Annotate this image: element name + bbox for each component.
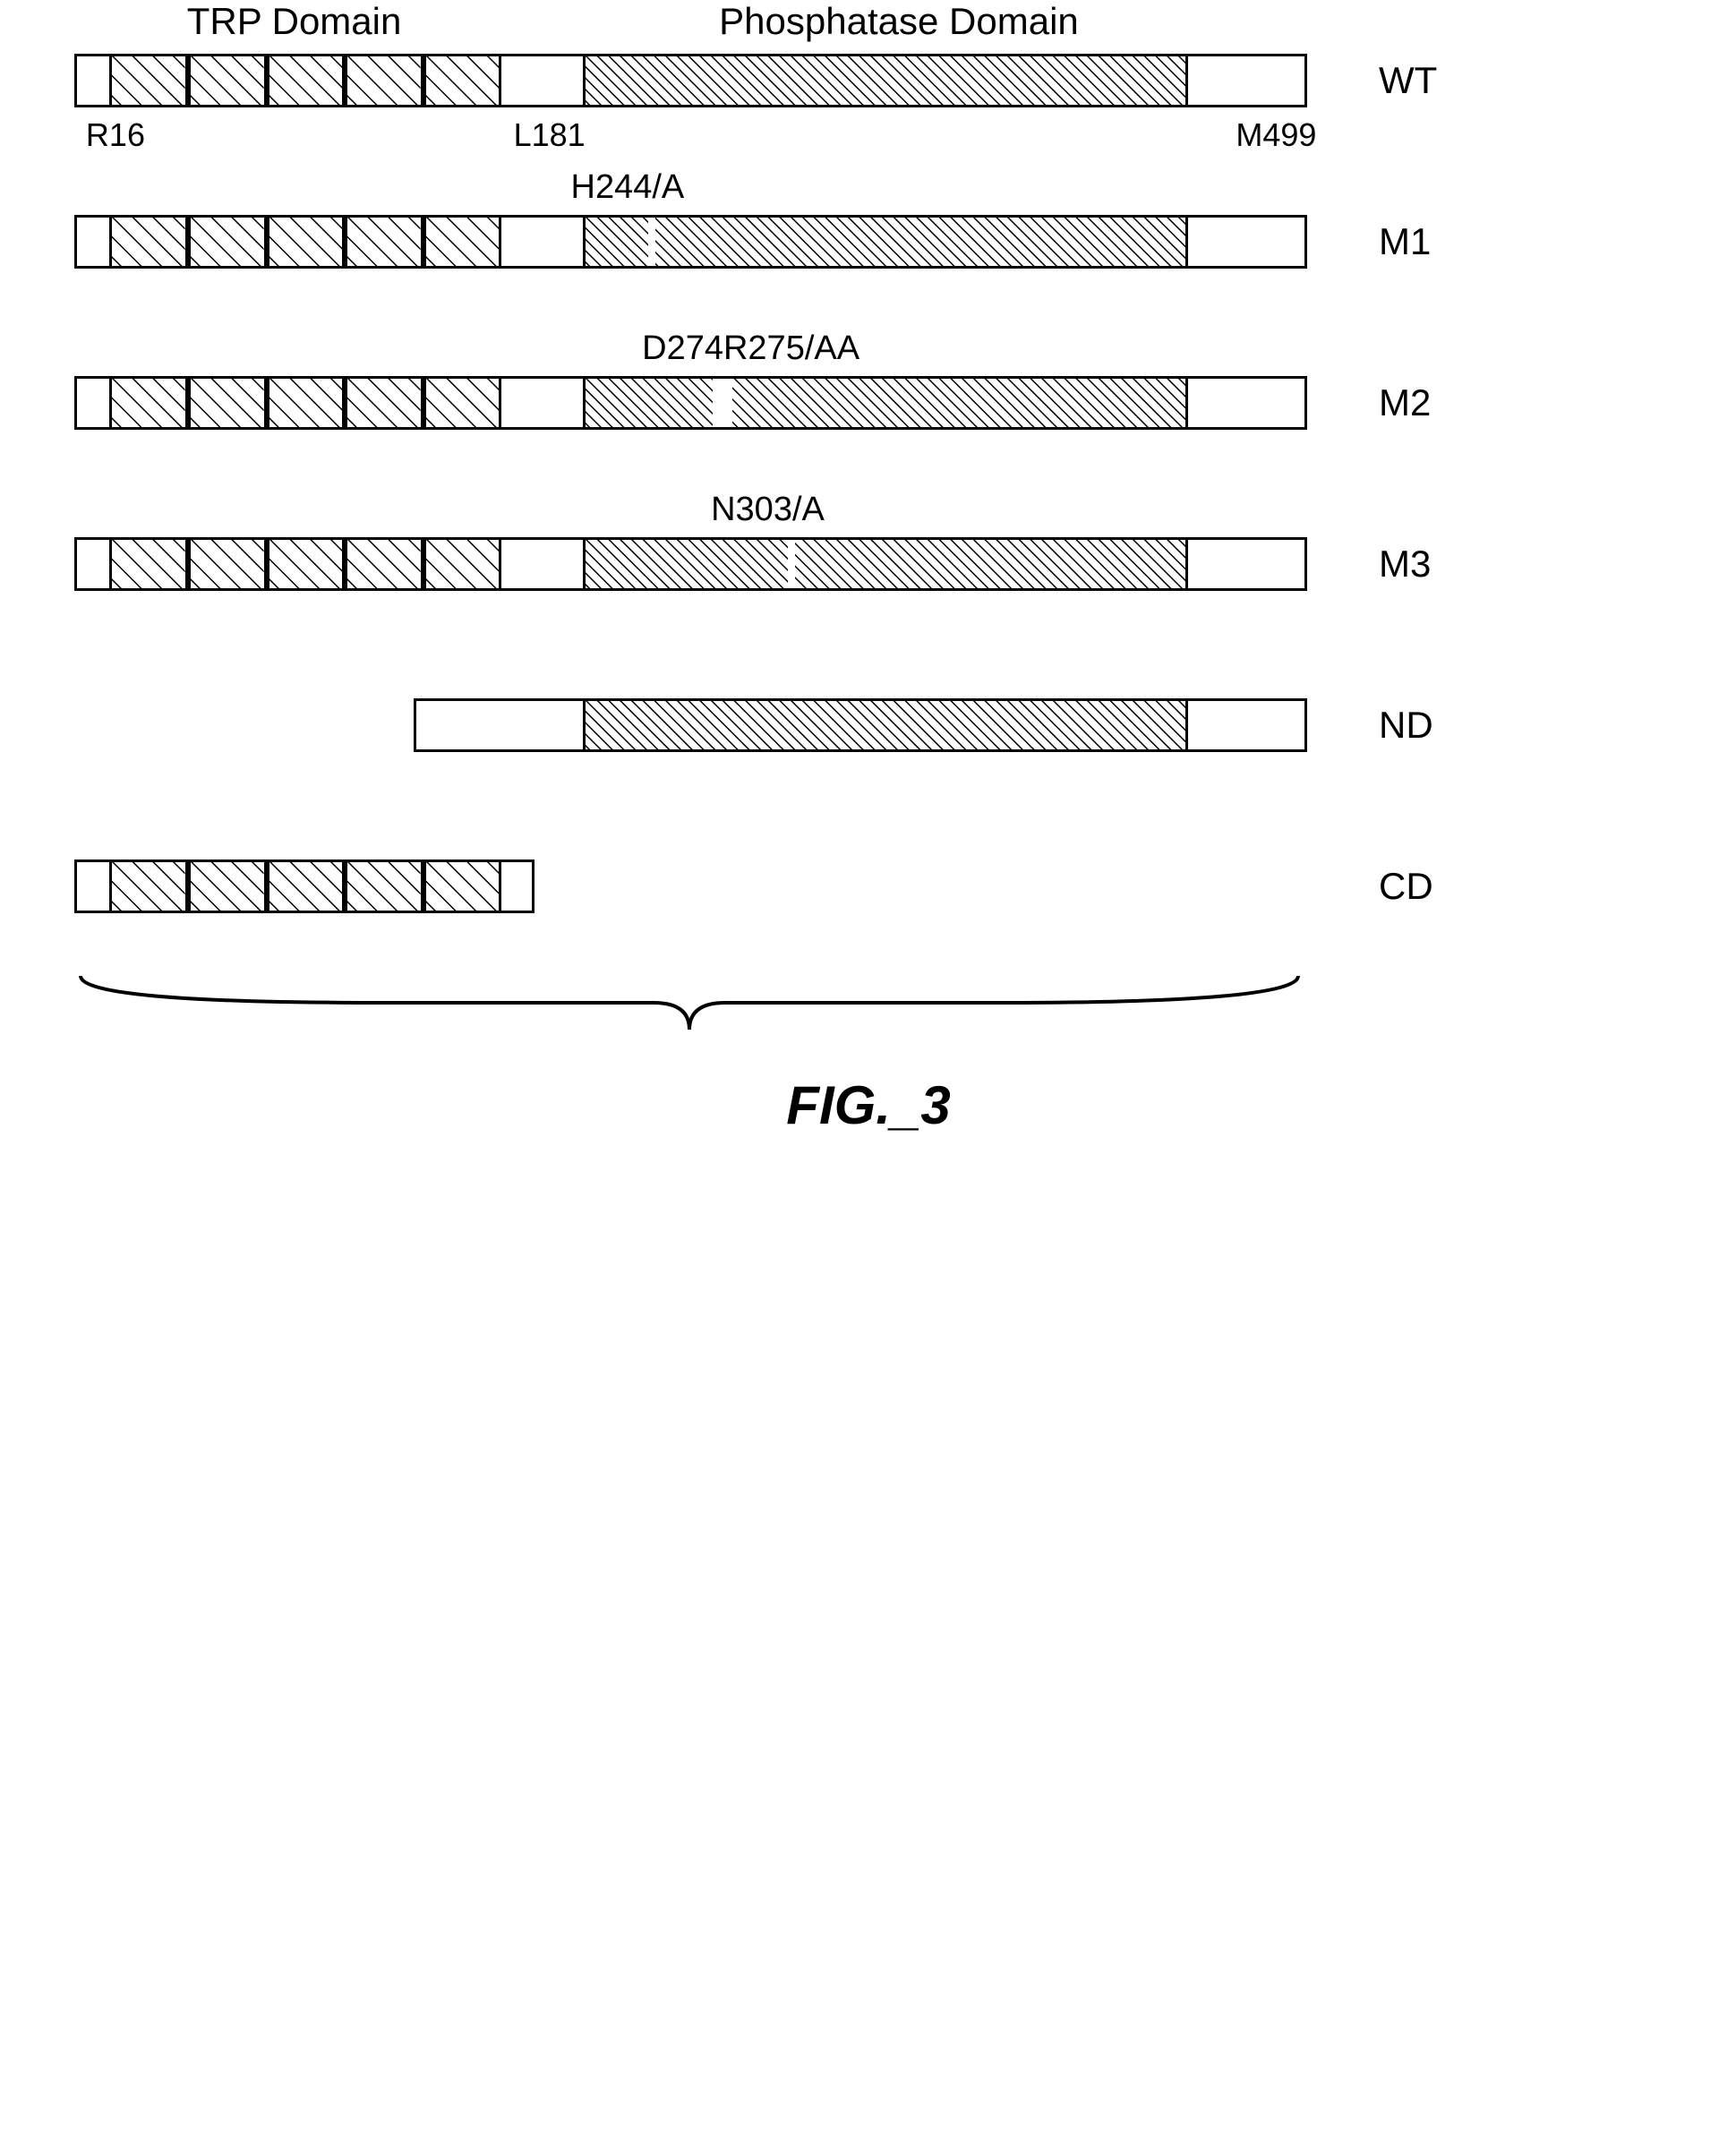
figure-label: FIG._3 [72, 1074, 1665, 1136]
bar-container [72, 698, 1307, 752]
construct-label: M2 [1379, 381, 1486, 424]
bar-container: TRP DomainPhosphatase DomainR16L181M499 [72, 54, 1307, 107]
bar-container: N303/A [72, 537, 1307, 591]
trp-repeat [345, 215, 423, 269]
mutation-label: H244/A [571, 168, 685, 207]
construct-label: M1 [1379, 220, 1486, 263]
construct-row-m1: H244/A M1 [72, 215, 1665, 269]
trp-repeat [345, 54, 423, 107]
trp-repeat [109, 537, 188, 591]
trp-repeat [423, 859, 502, 913]
figure-brace [72, 967, 1307, 1039]
trp-repeat [188, 54, 267, 107]
trp-repeat [188, 215, 267, 269]
mutation-marker [713, 376, 732, 430]
trp-repeat [423, 537, 502, 591]
pos-label-linker: L181 [514, 116, 586, 154]
construct-label: CD [1379, 865, 1486, 908]
trp-domain-label: TRP Domain [187, 0, 402, 43]
trp-repeat [345, 537, 423, 591]
construct-row-m3: N303/A M3 [72, 537, 1665, 591]
trp-repeat [267, 376, 346, 430]
mutation-label: N303/A [711, 491, 825, 529]
construct-row-wt: TRP DomainPhosphatase DomainR16L181M499 W… [72, 54, 1665, 107]
trp-repeat [188, 859, 267, 913]
mutation-label: D274R275/AA [642, 329, 859, 368]
trp-repeat [109, 215, 188, 269]
pos-label-start: R16 [86, 116, 145, 154]
phosphatase-domain [583, 376, 1189, 430]
pos-label-end: M499 [1236, 116, 1316, 154]
mutation-marker [648, 215, 655, 269]
trp-repeat [109, 859, 188, 913]
mutation-marker [788, 537, 795, 591]
trp-repeat [109, 376, 188, 430]
construct-label: M3 [1379, 543, 1486, 586]
bar-container [72, 859, 1307, 913]
trp-repeat [345, 859, 423, 913]
trp-repeat [267, 54, 346, 107]
construct-row-m2: D274R275/AA M2 [72, 376, 1665, 430]
phosphatase-domain [583, 215, 1189, 269]
trp-repeat [423, 54, 502, 107]
bar-container: D274R275/AA [72, 376, 1307, 430]
trp-repeat [423, 376, 502, 430]
trp-repeat [267, 537, 346, 591]
trp-repeat [188, 537, 267, 591]
phosphatase-domain [583, 54, 1189, 107]
construct-row-cd: CD [72, 859, 1665, 913]
trp-repeat [188, 376, 267, 430]
construct-row-nd: ND [72, 698, 1665, 752]
construct-label: WT [1379, 59, 1486, 102]
trp-repeat [267, 859, 346, 913]
phos-domain-label: Phosphatase Domain [719, 0, 1079, 43]
trp-repeat [109, 54, 188, 107]
phosphatase-domain [583, 698, 1189, 752]
trp-repeat [423, 215, 502, 269]
trp-repeat [267, 215, 346, 269]
construct-label: ND [1379, 704, 1486, 747]
trp-repeat [345, 376, 423, 430]
bar-container: H244/A [72, 215, 1307, 269]
phosphatase-domain [583, 537, 1189, 591]
